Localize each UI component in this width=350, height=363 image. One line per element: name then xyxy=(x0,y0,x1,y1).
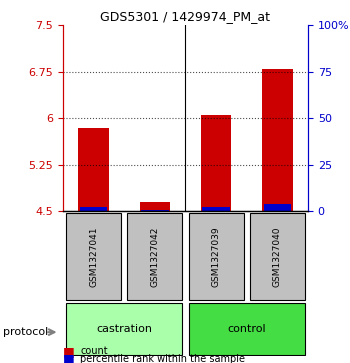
Bar xyxy=(202,207,230,211)
Bar xyxy=(141,210,169,211)
Title: GDS5301 / 1429974_PM_at: GDS5301 / 1429974_PM_at xyxy=(100,10,271,23)
FancyBboxPatch shape xyxy=(189,213,244,300)
Bar xyxy=(201,115,231,211)
Text: GSM1327039: GSM1327039 xyxy=(212,226,220,287)
Text: ■: ■ xyxy=(63,352,75,363)
Text: ■: ■ xyxy=(63,345,75,358)
Text: GSM1327040: GSM1327040 xyxy=(273,227,282,287)
Text: GSM1327042: GSM1327042 xyxy=(150,227,159,287)
FancyBboxPatch shape xyxy=(66,213,121,300)
Text: percentile rank within the sample: percentile rank within the sample xyxy=(80,354,245,363)
Text: control: control xyxy=(228,324,266,334)
FancyBboxPatch shape xyxy=(127,213,182,300)
Bar xyxy=(78,128,109,211)
Bar xyxy=(140,202,170,211)
Text: protocol: protocol xyxy=(4,327,49,337)
FancyBboxPatch shape xyxy=(66,303,182,355)
Text: count: count xyxy=(80,346,108,356)
Text: castration: castration xyxy=(96,324,152,334)
FancyBboxPatch shape xyxy=(250,213,305,300)
Bar xyxy=(264,204,291,211)
Bar xyxy=(262,69,293,211)
FancyBboxPatch shape xyxy=(189,303,305,355)
Bar xyxy=(80,207,107,211)
Text: GSM1327041: GSM1327041 xyxy=(89,227,98,287)
